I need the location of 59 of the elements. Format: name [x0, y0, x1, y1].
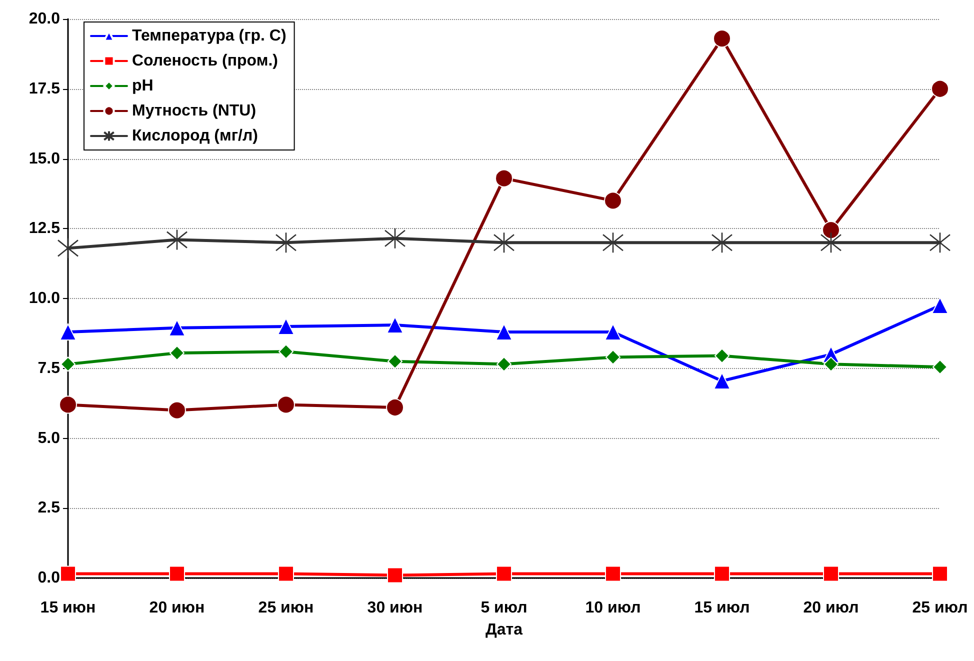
point: [496, 324, 512, 341]
point: [604, 192, 622, 210]
point: [168, 401, 186, 420]
y-tick-label: 12.5: [28, 220, 60, 238]
y-tick-label: 20.0: [28, 10, 60, 28]
x-tick-label: 20 июн: [149, 600, 205, 616]
point: [60, 324, 76, 341]
x-tick-label: 25 июл: [912, 600, 968, 616]
point: [932, 359, 948, 374]
point: [60, 566, 76, 582]
x-tick-label: 25 июн: [258, 600, 314, 616]
x-tick-label: 5 июл: [480, 600, 528, 616]
point: [495, 169, 513, 188]
point: [604, 324, 622, 341]
point: [932, 296, 948, 314]
x-tick-label: 15 июн: [40, 600, 96, 616]
legend-label: Мутность (NTU): [132, 102, 256, 120]
x-tick-label: 20 июл: [803, 600, 859, 616]
point: [60, 356, 76, 372]
point: [387, 567, 403, 584]
point: [386, 398, 404, 416]
point: [496, 356, 512, 372]
x-tick-label: 30 июн: [367, 600, 423, 616]
y-tick-label: 17.5: [28, 80, 60, 98]
point: [823, 566, 839, 582]
y-tick-label: 7.5: [38, 360, 60, 377]
point: [824, 356, 838, 372]
x-axis-title: Дата: [485, 622, 523, 638]
point: [278, 566, 294, 582]
legend-label: Соленость (пром.): [132, 52, 278, 70]
point: [496, 566, 512, 582]
point: [277, 396, 295, 414]
y-tick-label: 15.0: [28, 150, 60, 168]
y-tick-label: 5.0: [38, 430, 60, 447]
point: [278, 344, 294, 360]
x-tick-label: 15 июл: [694, 600, 750, 616]
x-tick-label: 10 июл: [585, 600, 641, 616]
point: [822, 221, 840, 240]
point: [170, 346, 184, 361]
point: [386, 316, 404, 334]
point: [932, 566, 948, 582]
point: [931, 80, 949, 98]
legend-label: Температура (гр. C): [132, 28, 286, 44]
point: [168, 319, 186, 336]
point: [606, 350, 620, 365]
y-tick-label: 2.5: [38, 500, 60, 517]
point: [714, 566, 730, 582]
legend-label: pH: [132, 78, 154, 94]
point: [605, 566, 621, 582]
point: [713, 30, 731, 48]
point: [278, 318, 294, 335]
y-tick-label: 0.0: [38, 570, 60, 586]
point: [388, 354, 402, 369]
point: [169, 566, 185, 582]
y-tick-label: 10.0: [28, 290, 60, 307]
point: [59, 396, 77, 414]
point: [714, 372, 730, 390]
legend-label: Кислород (мг/л): [132, 128, 258, 144]
point: [714, 348, 730, 364]
